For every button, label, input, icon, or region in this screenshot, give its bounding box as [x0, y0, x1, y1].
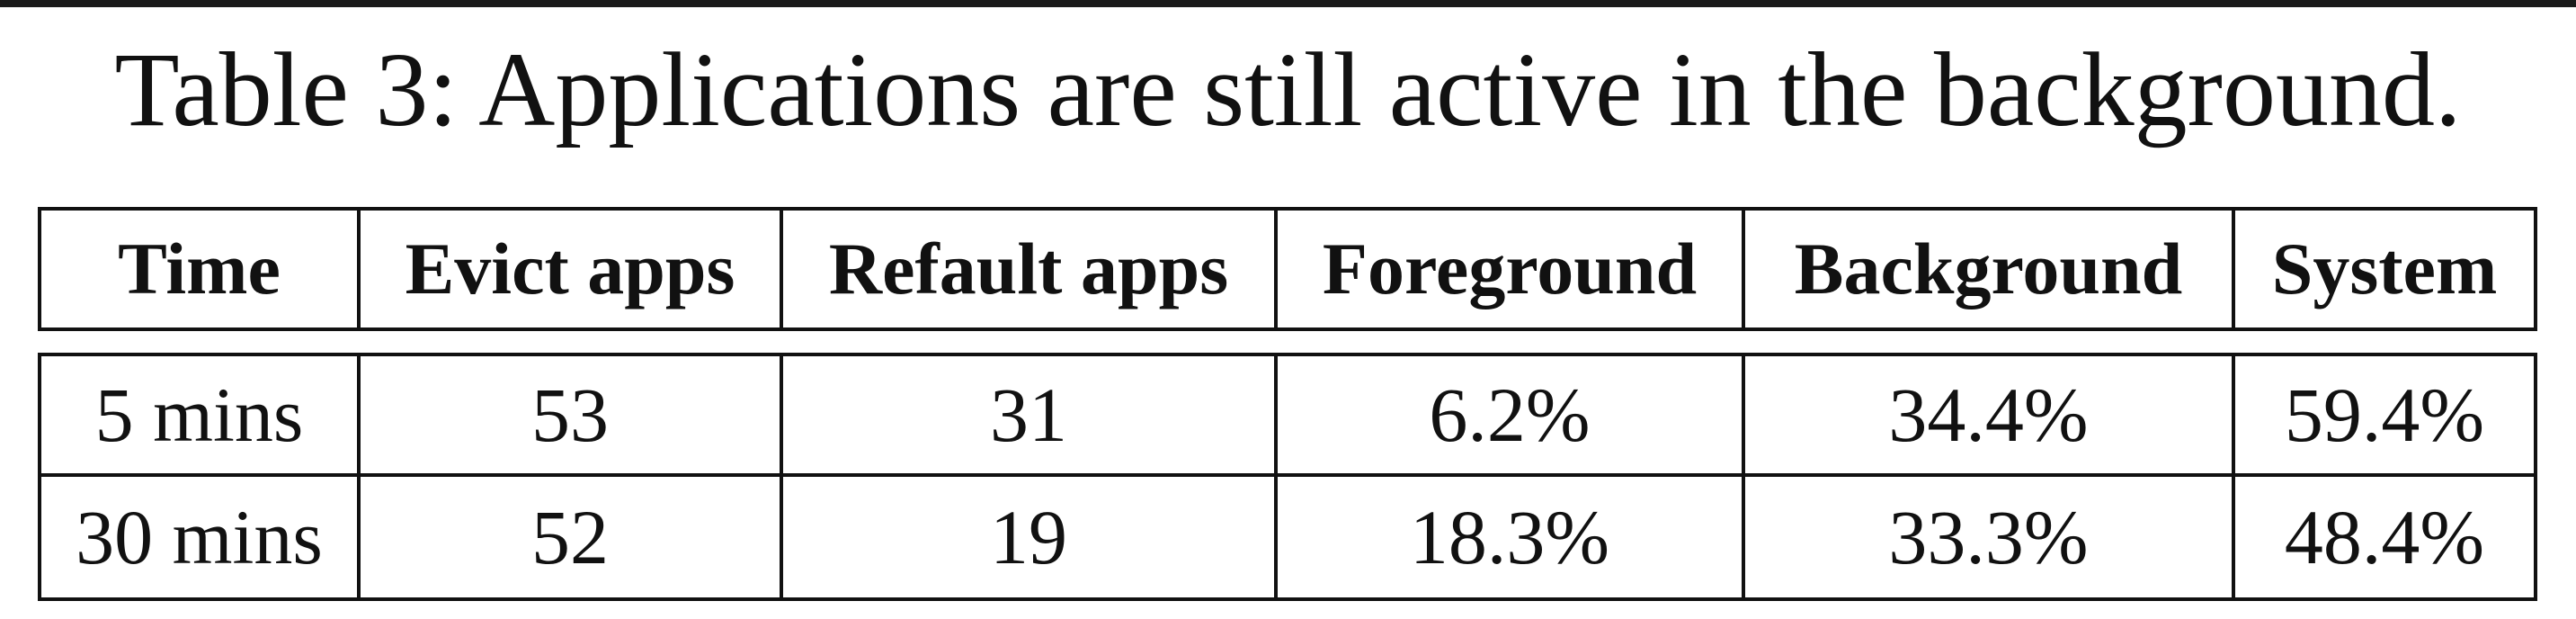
cell-background: 34.4%	[1745, 356, 2235, 473]
cell-foreground: 6.2%	[1278, 356, 1745, 473]
cell-refault-apps: 31	[783, 356, 1278, 473]
header-background: Background	[1745, 211, 2235, 327]
cell-system: 48.4%	[2284, 494, 2485, 580]
cell-background: 33.3%	[1745, 477, 2235, 597]
header-time: Time	[41, 211, 361, 327]
cell-time: 5 mins	[41, 356, 361, 473]
table-row: 30 mins 52 19 18.3% 33.3% 48.4%	[38, 477, 2537, 601]
cell-evict-apps: 52	[361, 477, 783, 597]
header-foreground: Foreground	[1278, 211, 1745, 327]
header-gap	[38, 331, 2537, 353]
table-header-row: Time Evict apps Refault apps Foreground …	[38, 207, 2537, 331]
header-refault-apps: Refault apps	[783, 211, 1278, 327]
cell-time: 30 mins	[41, 477, 361, 597]
top-rule	[0, 0, 2576, 7]
table-row: 5 mins 53 31 6.2% 34.4% 59.4%	[38, 353, 2537, 477]
cell-system: 59.4%	[2284, 372, 2485, 458]
table-caption: Table 3: Applications are still active i…	[114, 31, 2462, 148]
cell-evict-apps: 53	[361, 356, 783, 473]
header-evict-apps: Evict apps	[361, 211, 783, 327]
cell-refault-apps: 19	[783, 477, 1278, 597]
results-table: Time Evict apps Refault apps Foreground …	[38, 207, 2537, 601]
cell-foreground: 18.3%	[1278, 477, 1745, 597]
header-system: System	[2271, 228, 2498, 310]
